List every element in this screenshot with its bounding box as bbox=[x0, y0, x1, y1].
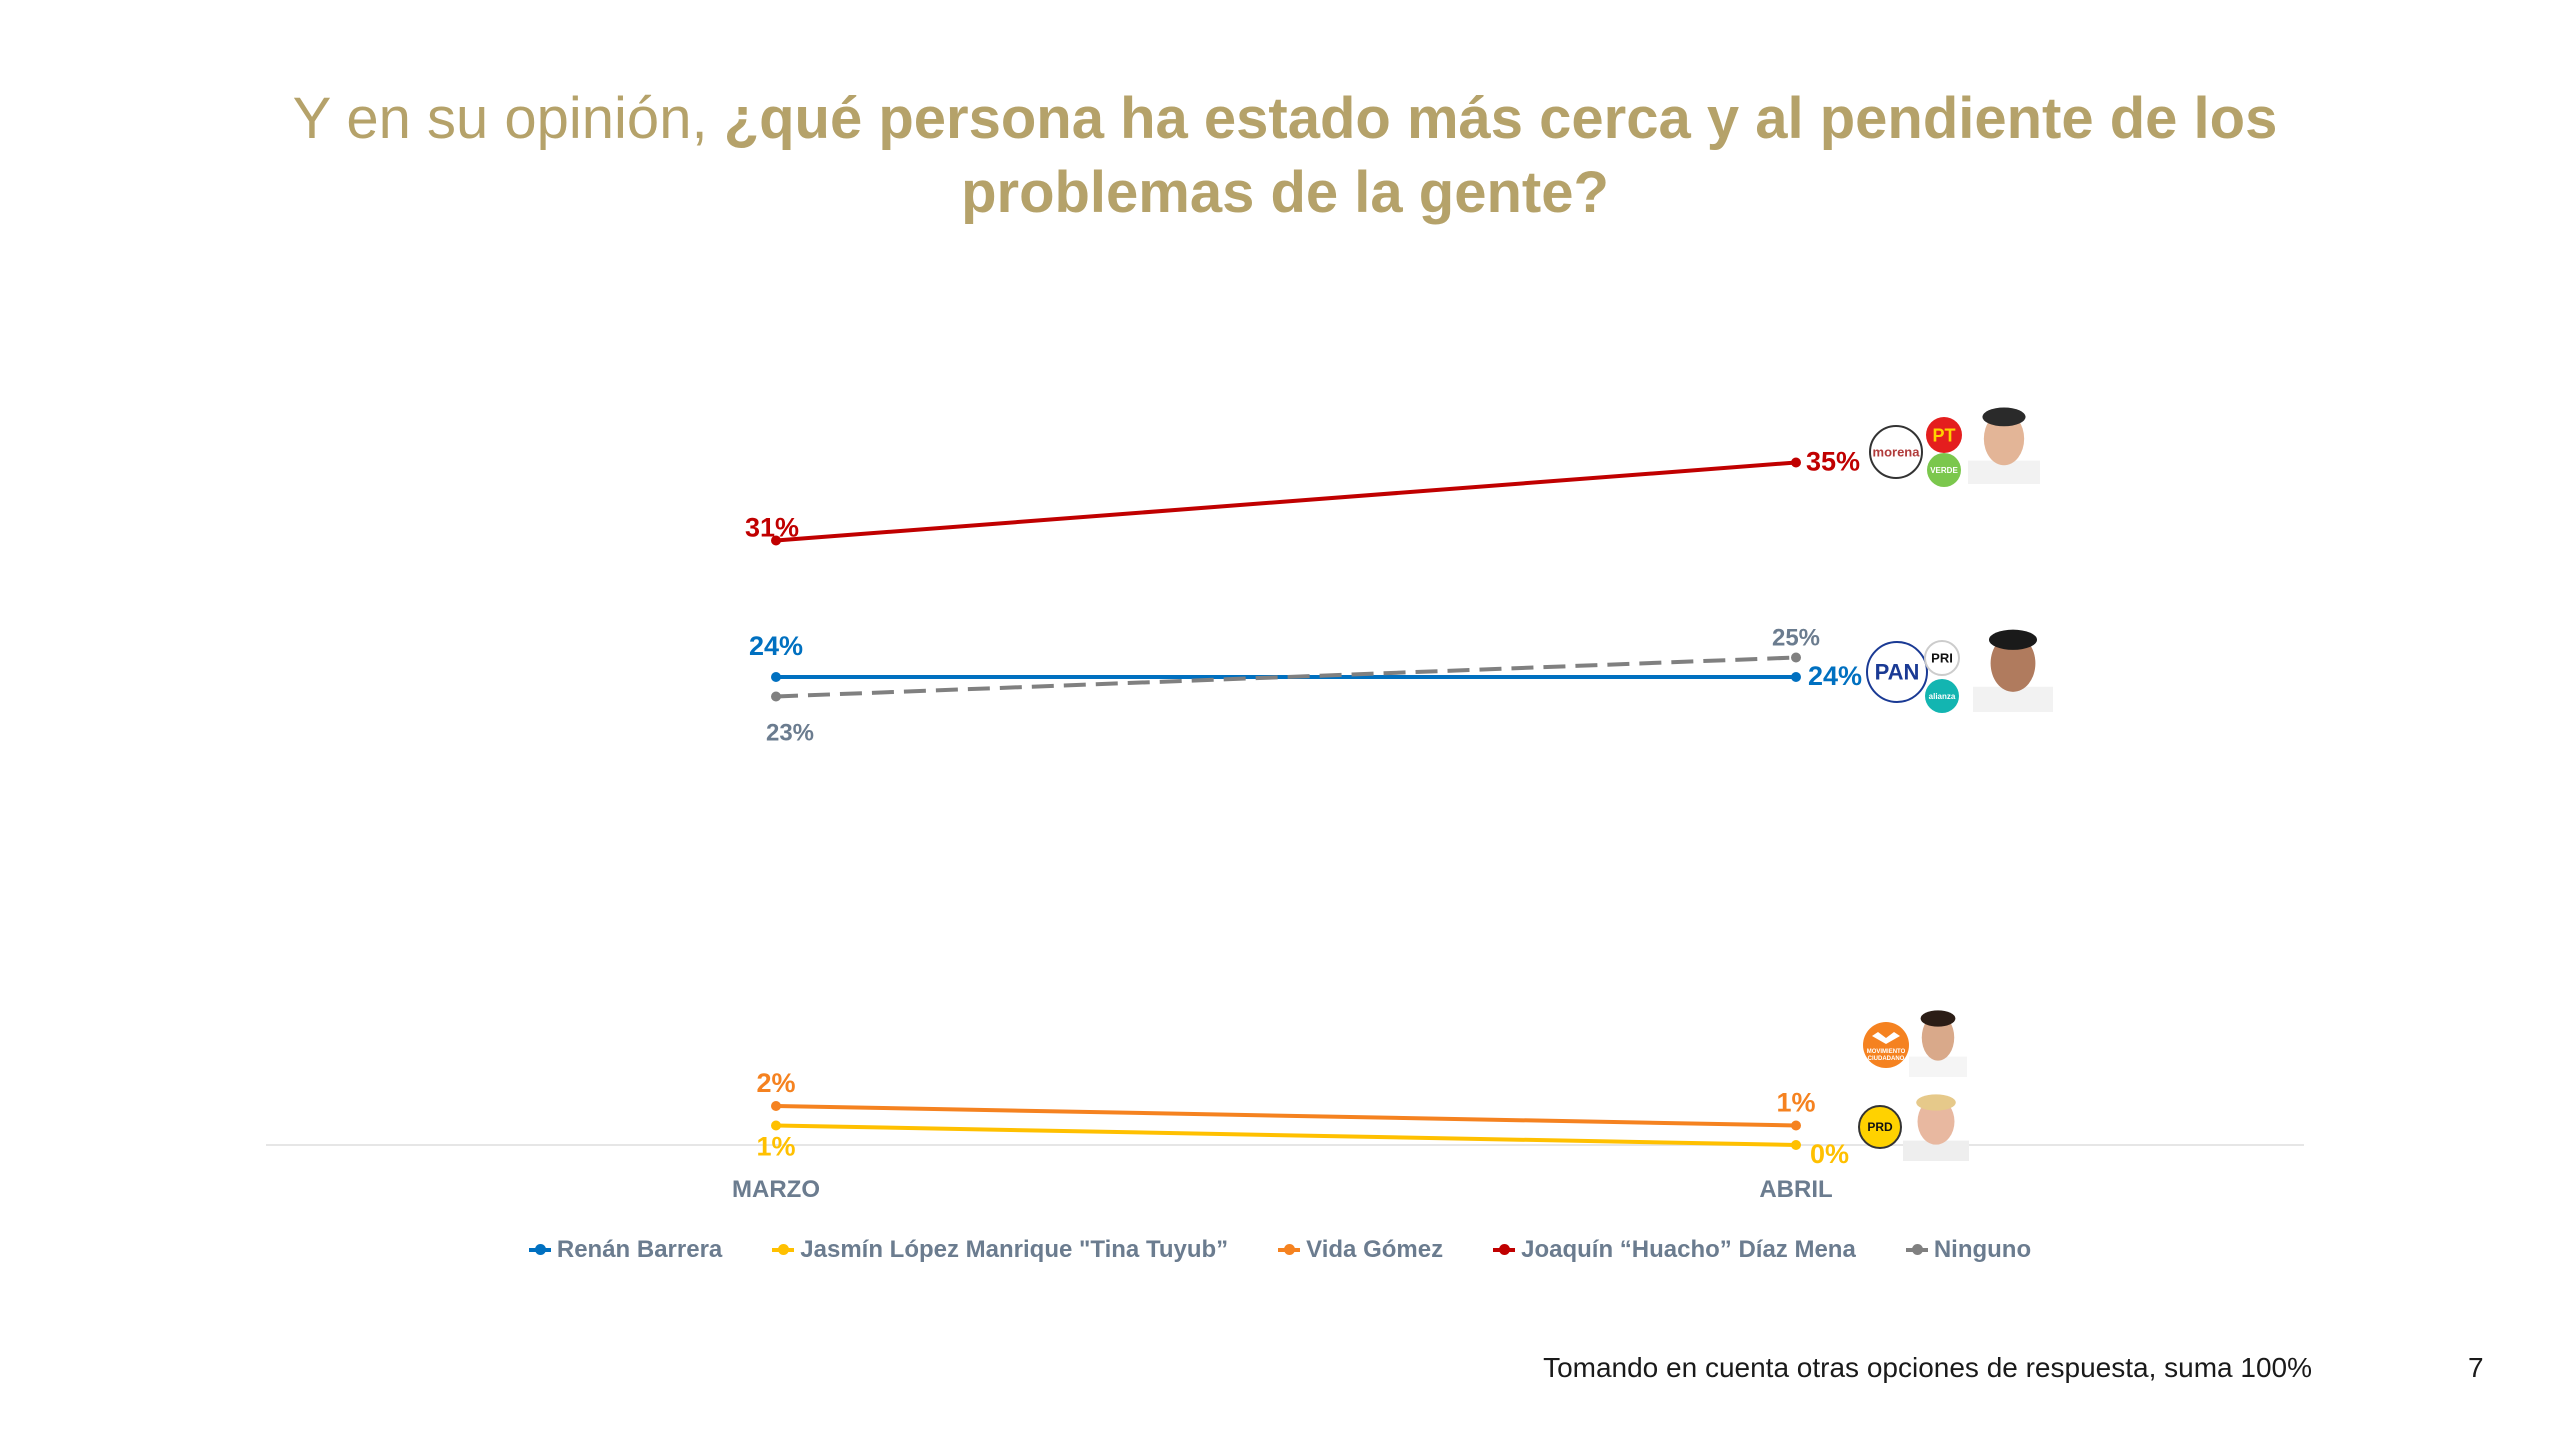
title-light: Y en su opinión, bbox=[292, 86, 724, 151]
data-label: 1% bbox=[756, 1132, 795, 1162]
legend-item: Renán Barrera bbox=[528, 1236, 723, 1264]
party-logo-text: PAN bbox=[1875, 660, 1920, 685]
party-logo bbox=[1858, 1105, 1902, 1149]
data-label: 24% bbox=[749, 631, 803, 661]
candidate-hair bbox=[1982, 407, 2026, 427]
legend-label: Joaquín “Huacho” Díaz Mena bbox=[1521, 1236, 1856, 1263]
party-logo-text: PT bbox=[1932, 425, 1955, 445]
party-logo-text: morena bbox=[1873, 445, 1921, 460]
series-line-2 bbox=[775, 1104, 1797, 1128]
data-point bbox=[771, 535, 781, 546]
candidate-face bbox=[1983, 412, 2025, 466]
candidate-face bbox=[1990, 634, 2036, 692]
series-line-3 bbox=[775, 460, 1797, 543]
title-bold-2: problemas de la gente? bbox=[961, 160, 1609, 225]
data-point bbox=[1791, 1120, 1801, 1131]
data-point bbox=[771, 691, 781, 702]
data-label: 0% bbox=[1810, 1139, 1849, 1169]
party-logo bbox=[1926, 417, 1962, 453]
party-logo-text: CIUDADANO bbox=[1868, 1056, 1905, 1062]
page-number: 7 bbox=[2468, 1352, 2484, 1383]
data-label: 25% bbox=[1772, 625, 1820, 652]
candidate-photo bbox=[1968, 460, 2040, 484]
legend-item: Jasmín López Manrique "Tina Tuyub” bbox=[772, 1236, 1228, 1264]
data-point bbox=[1791, 652, 1801, 663]
legend-swatch bbox=[528, 1244, 551, 1255]
party-logo bbox=[1866, 641, 1928, 703]
series-line-4 bbox=[775, 655, 1797, 699]
data-point bbox=[1791, 672, 1801, 682]
data-point bbox=[771, 1101, 781, 1111]
party-logo-text: PRI bbox=[1931, 651, 1953, 666]
legend-item: Ninguno bbox=[1905, 1236, 2032, 1264]
data-point bbox=[1791, 1140, 1801, 1150]
legend: Renán Barrera Jasmín López Manrique "Tina… bbox=[0, 1236, 2560, 1264]
legend-swatch bbox=[772, 1244, 795, 1255]
candidate-photo bbox=[1909, 1056, 1967, 1077]
data-label: 1% bbox=[1776, 1088, 1815, 1118]
series-line-1 bbox=[775, 1123, 1797, 1147]
data-label: 31% bbox=[745, 513, 799, 543]
party-logo-text: VERDE bbox=[1930, 466, 1958, 475]
x-tick-label: ABRIL bbox=[1759, 1176, 1832, 1203]
data-point bbox=[771, 1120, 781, 1131]
legend-label: Renán Barrera bbox=[556, 1236, 723, 1263]
party-logo-text: alianza bbox=[1929, 692, 1956, 701]
legend-item: Joaquín “Huacho” Díaz Mena bbox=[1493, 1236, 1856, 1264]
party-logo bbox=[1924, 640, 1960, 676]
data-label: 35% bbox=[1806, 447, 1860, 477]
party-logo bbox=[1927, 453, 1961, 487]
legend-label: Jasmín López Manrique "Tina Tuyub” bbox=[800, 1236, 1229, 1263]
data-label: 24% bbox=[1808, 661, 1862, 691]
legend-label: Vida Gómez bbox=[1306, 1236, 1444, 1263]
candidate-hair bbox=[1920, 1010, 1956, 1027]
candidate-face bbox=[1917, 1098, 1955, 1145]
candidate-hair bbox=[1916, 1094, 1956, 1111]
party-logo bbox=[1863, 1022, 1909, 1068]
legend-swatch bbox=[1905, 1244, 1928, 1255]
data-label: 23% bbox=[766, 720, 814, 747]
mc-eagle-icon bbox=[1872, 1032, 1900, 1044]
legend-label: Ninguno bbox=[1933, 1236, 2032, 1263]
data-point bbox=[1791, 457, 1801, 468]
x-tick-label: MARZO bbox=[732, 1176, 820, 1203]
title-bold-1: ¿qué persona ha estado más cerca y al pe… bbox=[723, 86, 2278, 151]
candidate-face bbox=[1921, 1014, 1955, 1061]
page-title: Y en su opinión, ¿qué persona ha estado … bbox=[280, 82, 2290, 230]
legend-item: Vida Gómez bbox=[1278, 1236, 1443, 1264]
legend-swatch bbox=[1493, 1244, 1516, 1255]
data-label: 2% bbox=[756, 1068, 795, 1098]
data-point bbox=[771, 672, 781, 682]
legend-swatch bbox=[1278, 1244, 1301, 1255]
party-logo bbox=[1925, 679, 1959, 713]
footer-note: Tomando en cuenta otras opciones de resp… bbox=[1543, 1352, 2312, 1383]
candidate-hair bbox=[1989, 629, 2037, 650]
party-logo-text: MOVIMIENTO bbox=[1867, 1049, 1906, 1055]
candidate-photo bbox=[1903, 1140, 1969, 1161]
party-logo bbox=[1869, 425, 1923, 479]
party-logo-text: PRD bbox=[1867, 1120, 1893, 1134]
